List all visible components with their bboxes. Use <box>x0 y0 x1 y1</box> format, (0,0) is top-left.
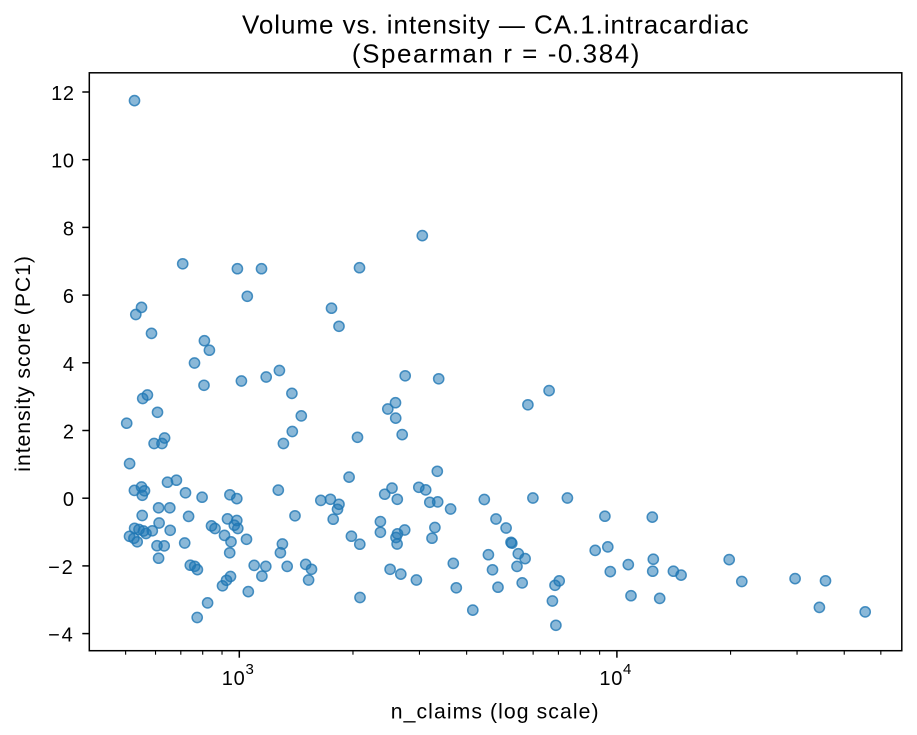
svg-text:10: 10 <box>51 151 74 173</box>
svg-text:n_claims (log scale): n_claims (log scale) <box>391 700 600 723</box>
svg-text:2: 2 <box>63 422 75 444</box>
svg-text:4: 4 <box>63 354 75 376</box>
svg-text:8: 8 <box>63 218 75 240</box>
svg-text:12: 12 <box>51 83 74 105</box>
svg-text:6: 6 <box>63 286 75 308</box>
svg-text:0: 0 <box>63 489 75 511</box>
svg-text:−2: −2 <box>48 557 74 579</box>
svg-text:−4: −4 <box>48 625 74 647</box>
svg-text:Volume vs. intensity — CA.1.in: Volume vs. intensity — CA.1.intracardiac <box>242 10 750 40</box>
svg-text:(Spearman r = -0.384): (Spearman r = -0.384) <box>352 39 641 69</box>
svg-text:intensity score (PC1): intensity score (PC1) <box>12 255 35 472</box>
